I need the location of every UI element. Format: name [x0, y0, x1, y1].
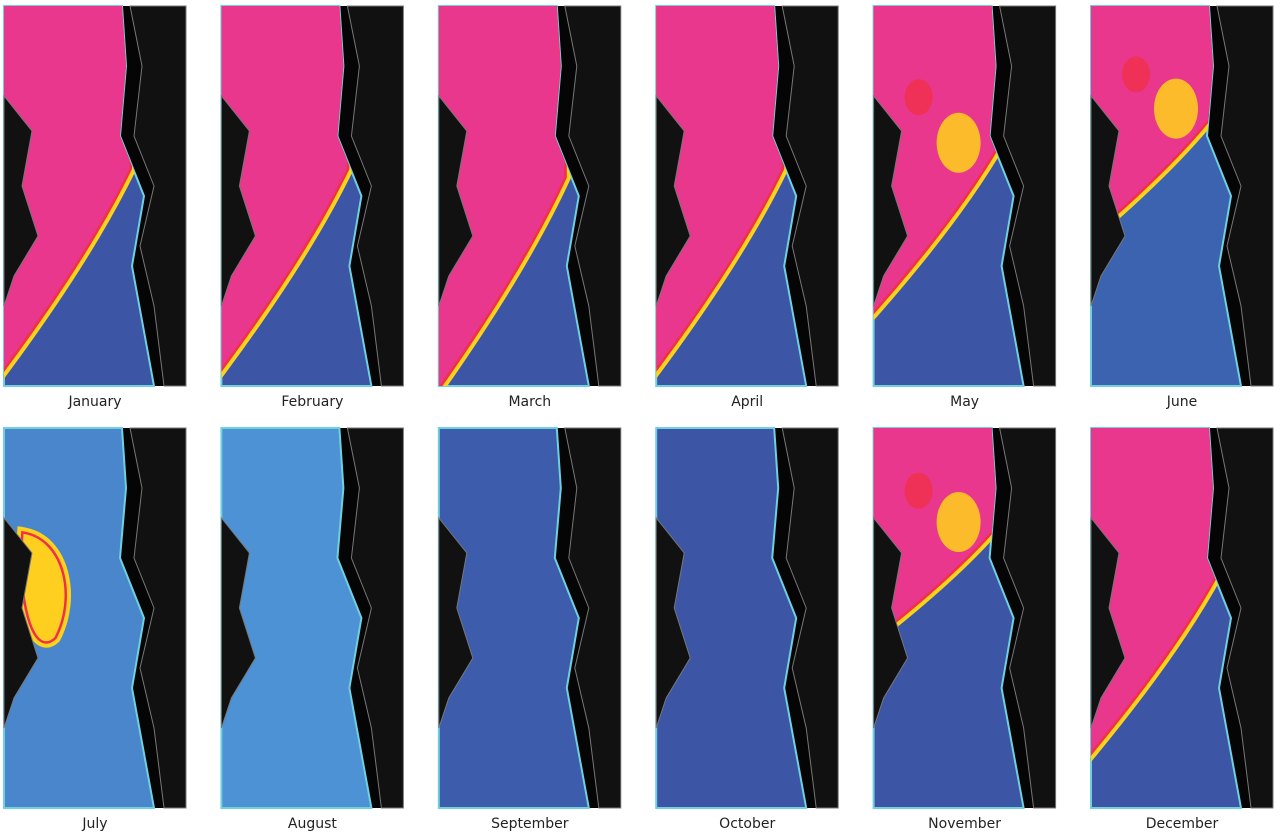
month-label: September	[491, 816, 569, 832]
sea	[220, 427, 373, 809]
ice-core	[221, 6, 347, 369]
west-coast	[3, 516, 39, 729]
month-label: June	[1166, 394, 1198, 410]
ice-gap	[936, 492, 981, 553]
west-coast	[1090, 94, 1126, 307]
west-coast	[873, 516, 909, 729]
ice-core	[1091, 428, 1217, 753]
east-coast	[781, 5, 839, 387]
month-label: May	[950, 394, 979, 410]
month-label: January	[67, 394, 121, 410]
map-panel: September	[437, 427, 622, 832]
sea-ice	[221, 6, 354, 386]
month-label: July	[81, 816, 107, 832]
east-coast	[129, 5, 187, 387]
sea	[655, 427, 808, 809]
map-panel: December	[1090, 427, 1274, 832]
map-panel: January	[3, 5, 187, 410]
sea-ice	[4, 6, 136, 386]
ice-gap	[904, 79, 933, 116]
east-coast	[781, 427, 839, 809]
west-coast	[655, 94, 691, 307]
west-coast	[438, 94, 474, 307]
sea-ice	[656, 6, 789, 386]
ice-core	[656, 6, 782, 369]
west-coast	[220, 516, 256, 729]
month-label: December	[1146, 816, 1219, 832]
sea	[3, 427, 156, 809]
east-coast	[346, 5, 404, 387]
sea-ice	[438, 6, 571, 386]
month-label: November	[928, 816, 1001, 832]
month-label: March	[508, 394, 551, 410]
west-coast	[1090, 516, 1126, 729]
month-label: October	[719, 816, 775, 832]
sea	[437, 427, 590, 809]
month-label: February	[281, 394, 343, 410]
map-panel: April	[655, 5, 839, 410]
west-coast	[655, 516, 691, 729]
map-panel: November	[872, 427, 1057, 832]
east-coast	[998, 427, 1057, 809]
west-coast	[873, 94, 909, 307]
map-panel: February	[220, 5, 404, 410]
month-label: April	[731, 394, 763, 410]
west-coast	[3, 94, 39, 307]
ice-gap	[904, 472, 933, 509]
ice-core	[4, 6, 130, 369]
map-panel: March	[437, 5, 622, 410]
map-panel: August	[220, 427, 404, 832]
map-panel: June	[1090, 5, 1274, 410]
sea-ice	[1091, 428, 1223, 771]
ice-gap	[1154, 78, 1198, 139]
east-coast	[129, 427, 187, 809]
east-coast	[998, 5, 1057, 387]
map-panel: October	[655, 427, 839, 832]
ice-gap	[1122, 56, 1150, 93]
east-coast	[1216, 427, 1274, 809]
west-coast	[438, 516, 474, 729]
ice-gap	[936, 112, 981, 173]
ice-core	[438, 6, 565, 386]
east-coast	[1216, 5, 1274, 387]
east-coast	[346, 427, 404, 809]
map-panel: July	[3, 427, 187, 832]
west-coast	[220, 94, 256, 307]
month-label: August	[288, 816, 338, 832]
east-coast	[564, 5, 622, 387]
map-panel: May	[872, 5, 1057, 410]
east-coast	[564, 427, 622, 809]
